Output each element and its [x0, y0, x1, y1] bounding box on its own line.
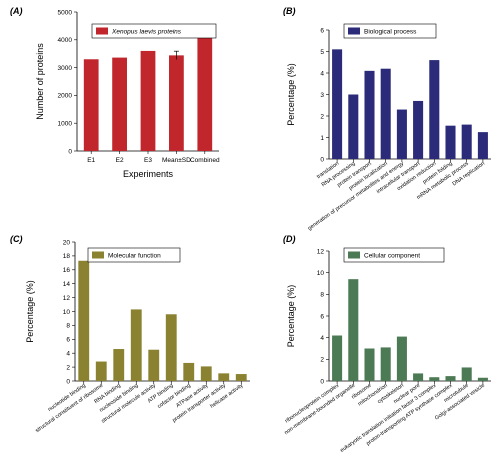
y-tick-label: 4	[320, 70, 324, 77]
bar	[332, 335, 343, 381]
chart-panel-a: (A) 0 1000 2000 3000 4000 5000 Number of protei…	[10, 6, 220, 179]
bar	[348, 279, 359, 381]
y-tick-label: 0	[68, 148, 72, 155]
x-tick-label: Mean±SD	[162, 157, 191, 164]
bar	[197, 26, 213, 151]
y-tick-label: 1	[320, 135, 324, 142]
bar	[169, 55, 184, 152]
bar	[477, 377, 488, 381]
bar	[445, 376, 456, 381]
y-tick-label: 2	[66, 364, 70, 371]
bar	[218, 373, 230, 381]
bar	[429, 377, 440, 381]
bar	[396, 336, 407, 381]
bar	[332, 49, 343, 159]
y-tick-label: 4000	[58, 37, 73, 44]
bar	[429, 60, 440, 159]
panel-label: (C)	[10, 234, 23, 244]
y-tick-label: 10	[63, 309, 71, 316]
bar	[461, 367, 472, 381]
legend-label: Cellular component	[364, 253, 420, 260]
legend-label: Xenopus laevis proteins	[111, 29, 182, 36]
y-tick-label: 16	[63, 267, 71, 274]
x-tick-label: structural constituent of ribosome	[35, 383, 105, 434]
bar	[78, 260, 90, 381]
y-tick-label: 14	[63, 281, 71, 288]
y-tick-label: 0	[320, 378, 324, 385]
y-tick-label: 12	[63, 295, 71, 302]
y-tick-label: 8	[320, 292, 324, 299]
y-tick-label: 18	[63, 253, 71, 260]
bar	[396, 109, 407, 159]
legend-label: Biological process	[364, 29, 417, 36]
legend-box	[343, 247, 445, 263]
legend-box	[91, 23, 217, 39]
bar	[95, 361, 107, 381]
y-tick-label: 2	[320, 357, 324, 364]
y-tick-label: 2000	[58, 93, 73, 100]
x-tick-label: non-membrane-bounded organelle	[284, 383, 357, 436]
y-tick-label: 6	[320, 313, 324, 320]
y-axis-title: Percentage (%)	[25, 280, 35, 343]
y-tick-label: 20	[63, 239, 71, 246]
y-tick-label: 10	[317, 270, 325, 277]
bar	[183, 362, 195, 381]
x-tick-label: E3	[144, 157, 152, 164]
x-tick-label: E2	[116, 157, 124, 164]
bar	[165, 314, 177, 381]
legend-swatch	[348, 251, 360, 259]
bar	[113, 349, 125, 381]
y-tick-label: 8	[66, 323, 70, 330]
bar	[461, 124, 472, 159]
bar	[130, 309, 142, 381]
legend-box	[87, 247, 181, 263]
y-tick-label: 4	[66, 351, 70, 358]
bar	[477, 132, 488, 159]
y-axis-title: Percentage (%)	[286, 63, 296, 126]
panel-label: (A)	[10, 6, 23, 16]
bar	[348, 94, 359, 159]
y-tick-label: 6	[320, 27, 324, 34]
x-tick-label: E1	[87, 157, 95, 164]
y-tick-label: 3	[320, 92, 324, 99]
legend-label: Molecular function	[108, 253, 161, 260]
y-tick-label: 6	[66, 337, 70, 344]
bar	[148, 349, 160, 381]
legend-box	[343, 23, 437, 39]
bar	[235, 374, 247, 381]
y-tick-label: 1000	[58, 121, 73, 128]
bar	[364, 348, 375, 381]
y-tick-label: 12	[317, 248, 325, 255]
legend-swatch	[96, 27, 108, 35]
panel-label: (D)	[283, 234, 296, 244]
bar	[413, 100, 424, 159]
y-tick-label: 0	[66, 378, 70, 385]
bar	[200, 366, 212, 381]
y-tick-label: 4	[320, 335, 324, 342]
y-axis-title: Number of proteins	[35, 43, 45, 120]
bar	[380, 68, 391, 159]
panel-label: (B)	[283, 6, 296, 16]
y-tick-label: 0	[320, 156, 324, 163]
legend-swatch	[92, 251, 104, 259]
bar	[413, 373, 424, 381]
legend-swatch	[348, 27, 360, 35]
y-axis-title: Percentage (%)	[286, 285, 296, 348]
y-tick-label: 5	[320, 49, 324, 56]
bar	[83, 59, 99, 152]
y-tick-label: 5000	[58, 9, 73, 16]
bar	[112, 57, 127, 152]
y-tick-label: 3000	[58, 65, 73, 72]
bar	[445, 125, 456, 159]
x-tick-label: Combined	[190, 157, 220, 164]
bar	[140, 50, 156, 151]
y-tick-label: 2	[320, 113, 324, 120]
bar	[380, 347, 391, 381]
bar	[364, 70, 375, 159]
x-axis-title: Experiments	[123, 169, 174, 179]
